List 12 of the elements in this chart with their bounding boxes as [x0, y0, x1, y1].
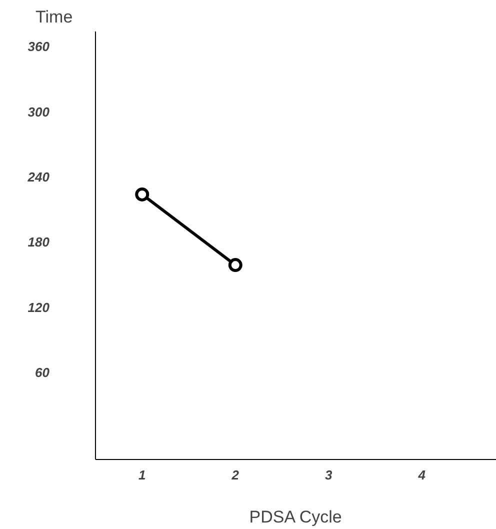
y-tick-label: 360: [28, 39, 50, 54]
x-tick-label: 3: [325, 468, 334, 482]
y-tick-label: 180: [28, 234, 50, 250]
y-tick-label: 300: [28, 104, 50, 120]
x-tick-label: 1: [138, 468, 146, 482]
y-axis-title: Time: [36, 8, 73, 26]
x-axis-title: PDSA Cycle: [249, 508, 342, 526]
y-tick-label: 120: [28, 300, 50, 315]
y-tick-label: 240: [26, 170, 50, 185]
x-tick-label: 4: [417, 468, 426, 482]
x-tick-label: 2: [230, 468, 240, 482]
y-tick-label: 60: [35, 365, 50, 380]
